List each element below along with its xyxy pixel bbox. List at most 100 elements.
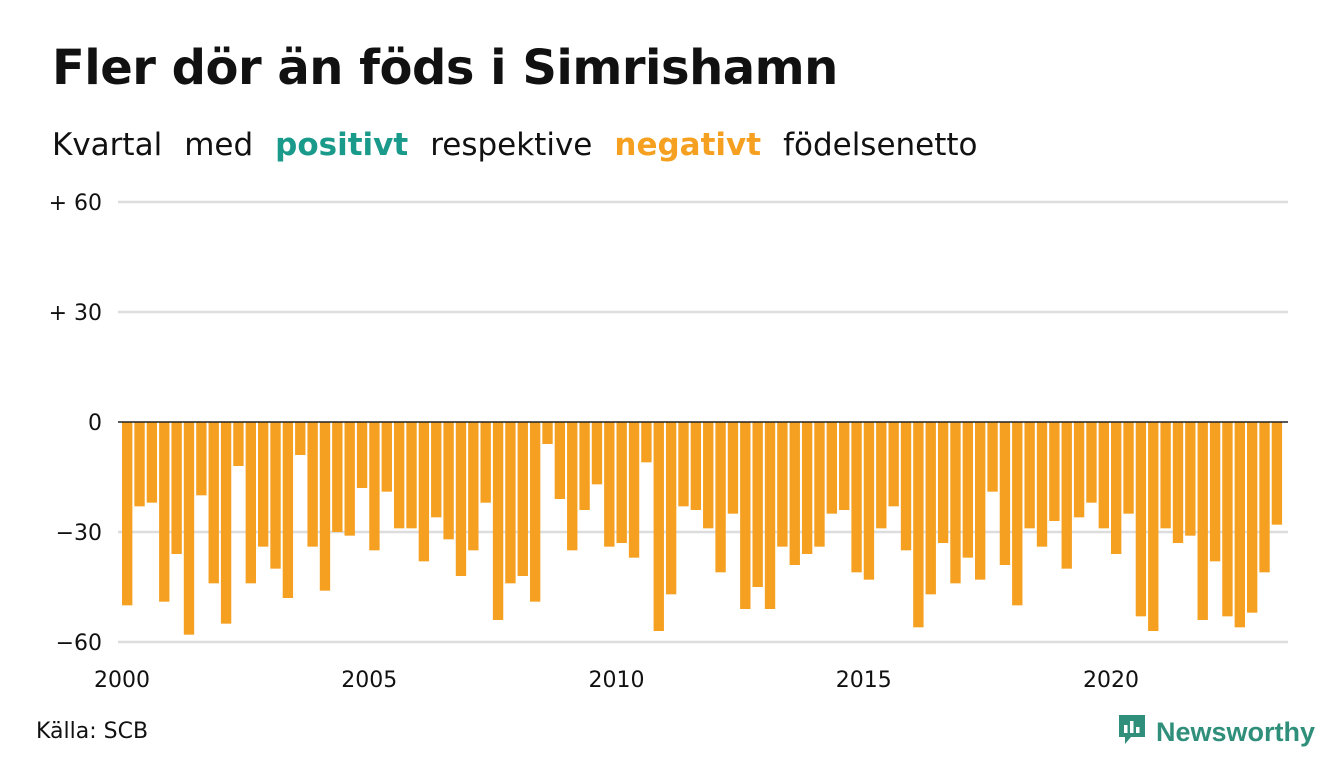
- bar: [332, 422, 343, 532]
- bar: [628, 422, 640, 558]
- bar: [801, 422, 813, 554]
- bar: [1123, 422, 1134, 514]
- bar: [727, 422, 739, 514]
- bar: [233, 422, 244, 466]
- bar: [740, 422, 751, 609]
- bar: [678, 422, 689, 507]
- bar: [1209, 422, 1221, 562]
- bar: [777, 422, 788, 547]
- bar: [1197, 422, 1208, 620]
- bar: [1222, 422, 1233, 617]
- bar: [950, 422, 961, 584]
- bar: [171, 422, 182, 554]
- bar: [208, 422, 219, 584]
- bar: [987, 422, 998, 492]
- chart-subtitle: Kvartal med positivt respektive negativt föde…: [52, 127, 1000, 163]
- bar: [814, 422, 825, 547]
- bar: [1160, 422, 1171, 529]
- bar: [443, 422, 454, 540]
- x-axis-ticks: 2000 2005 2010 2015 2020: [94, 668, 1139, 693]
- source-note: Källa: SCB: [36, 719, 149, 744]
- bar: [431, 422, 442, 518]
- bar: [245, 422, 256, 584]
- bar: [1271, 422, 1283, 525]
- y-tick-label: + 30: [49, 301, 102, 326]
- bar: [468, 422, 479, 551]
- subtitle-word-respektive: respektive: [430, 127, 593, 163]
- bar: [1172, 422, 1184, 543]
- bar: [752, 422, 763, 587]
- bar: [319, 422, 331, 591]
- bar: [975, 422, 986, 580]
- bar: [480, 422, 491, 503]
- bar: [604, 422, 615, 547]
- subtitle-word-med: med: [184, 127, 254, 163]
- bar: [406, 422, 417, 529]
- bar: [653, 422, 664, 631]
- bar: [665, 422, 677, 595]
- bar: [529, 422, 541, 602]
- bar: [1086, 422, 1097, 503]
- bar: [418, 422, 430, 562]
- bar: [517, 422, 528, 576]
- newsworthy-logo[interactable]: Newsworthy: [1117, 713, 1315, 751]
- bar: [616, 422, 627, 543]
- bar: [1024, 422, 1035, 529]
- bar: [282, 422, 294, 598]
- bar: [1185, 422, 1196, 536]
- bar: [134, 422, 145, 507]
- bar: [1049, 422, 1060, 521]
- bar: [839, 422, 850, 510]
- bar: [542, 422, 553, 444]
- bar: [888, 422, 899, 507]
- bar: [369, 422, 380, 551]
- bar: [1012, 422, 1023, 606]
- bar: [591, 422, 603, 485]
- bar: [122, 422, 133, 606]
- bar: [826, 422, 838, 514]
- bar: [492, 422, 504, 620]
- bar: [1073, 422, 1085, 518]
- x-tick-label: 2000: [94, 668, 150, 693]
- bar: [937, 422, 949, 543]
- bar: [900, 422, 912, 551]
- bar: [1234, 422, 1245, 628]
- bar: [183, 422, 195, 635]
- bar: [703, 422, 714, 529]
- bar: [925, 422, 936, 595]
- y-tick-label: + 60: [49, 191, 102, 216]
- x-tick-label: 2010: [589, 668, 645, 693]
- subtitle-positive-label: positivt: [275, 127, 409, 163]
- chart-title: Fler dör än föds i Simrishamn: [52, 40, 838, 96]
- bar: [863, 422, 875, 580]
- bar: [962, 422, 974, 558]
- bar: [1246, 422, 1258, 613]
- subtitle-word-kvartal: Kvartal: [52, 127, 163, 163]
- subtitle-negative-label: negativt: [614, 127, 762, 163]
- bar: [690, 422, 702, 510]
- bar: [381, 422, 392, 492]
- newsworthy-logo-text: Newsworthy: [1156, 716, 1316, 747]
- bar: [789, 422, 800, 565]
- bar: [270, 422, 281, 569]
- x-tick-label: 2005: [341, 668, 397, 693]
- y-tick-label: 0: [88, 411, 102, 436]
- bar: [579, 422, 590, 510]
- subtitle-word-fodelsenetto: födelsenetto: [783, 127, 978, 163]
- bar: [295, 422, 306, 455]
- bar: [1135, 422, 1147, 617]
- bar: [641, 422, 652, 463]
- bar: [455, 422, 467, 576]
- bar: [715, 422, 726, 573]
- bar: [1148, 422, 1159, 631]
- bar: [567, 422, 578, 551]
- y-axis-ticks: + 60 + 30 0 −30 −60: [49, 191, 102, 656]
- bar: [257, 422, 269, 547]
- bar: [196, 422, 207, 496]
- bar: [851, 422, 862, 573]
- y-tick-label: −60: [56, 631, 102, 656]
- bar: [764, 422, 776, 609]
- bar: [344, 422, 355, 536]
- bar: [876, 422, 887, 529]
- bar: [220, 422, 232, 624]
